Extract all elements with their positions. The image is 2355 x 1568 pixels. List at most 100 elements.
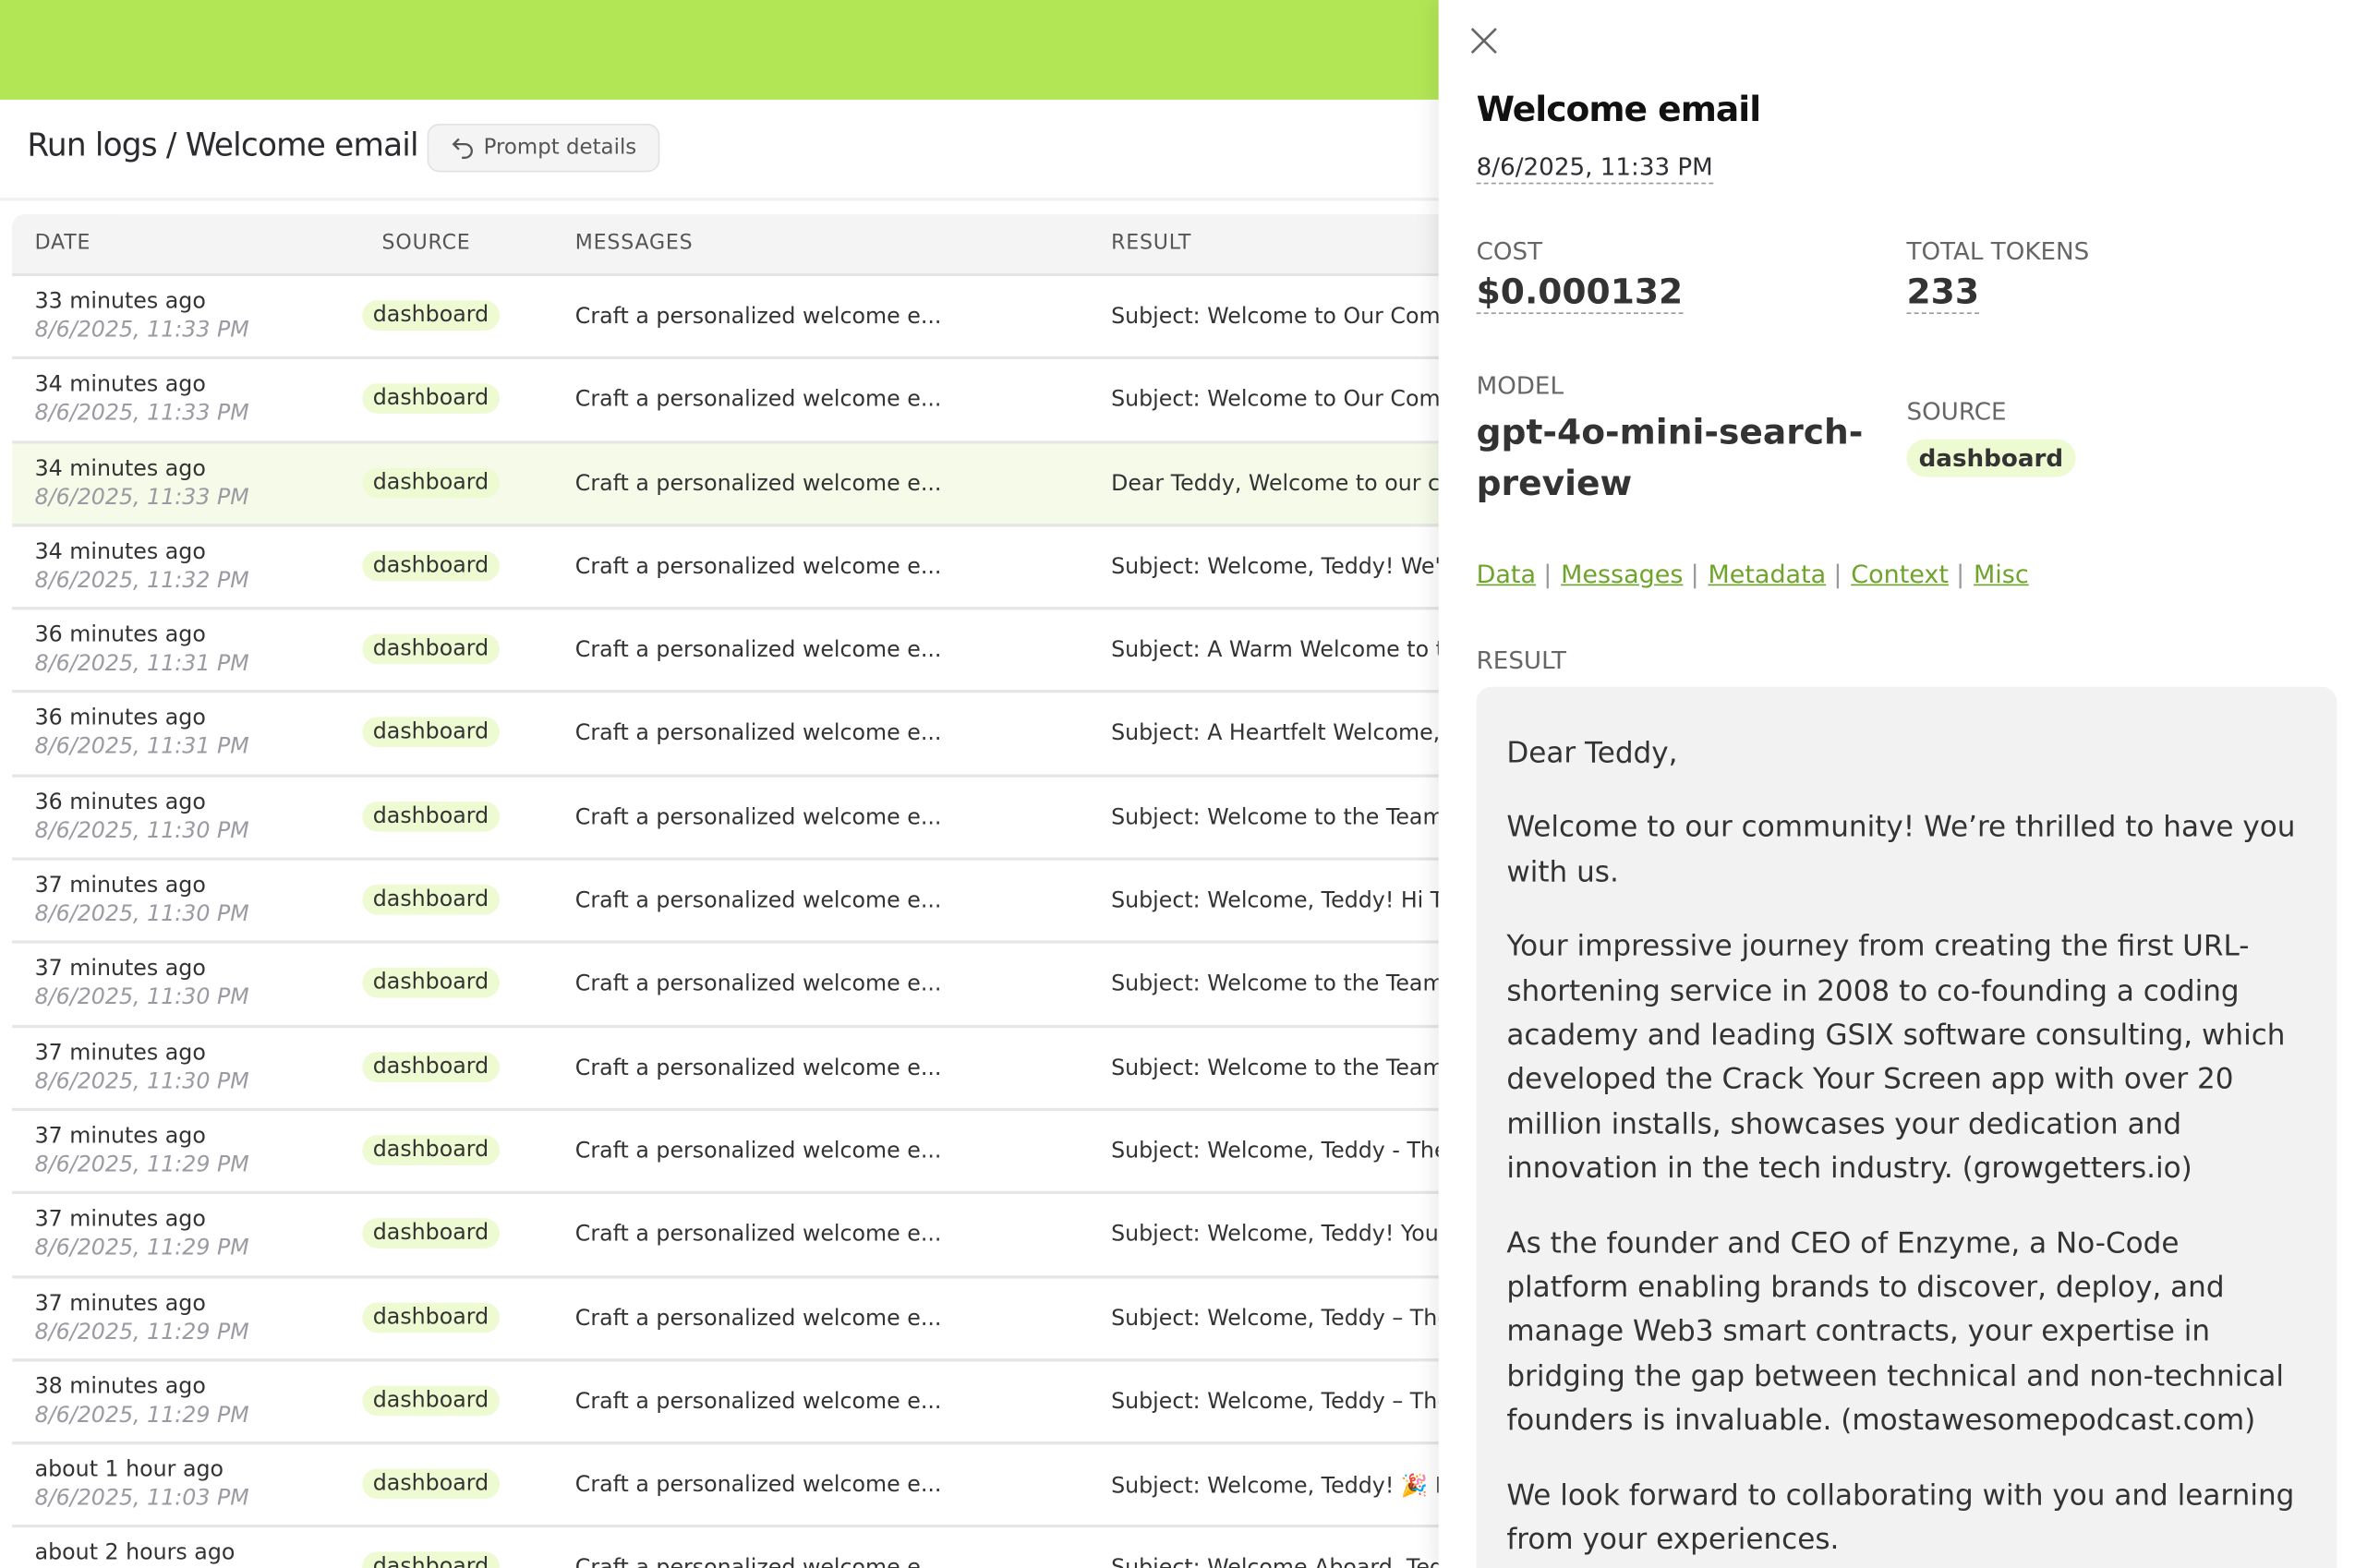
timestamp: 8/6/2025, 11:29 PM	[34, 1152, 249, 1177]
detail-tabs: Data | Messages | Metadata | Context | Misc	[1477, 560, 2029, 588]
timestamp: 8/6/2025, 11:33 PM	[34, 485, 249, 510]
message-preview: Craft a personalized welcome e...	[574, 1055, 942, 1080]
result-preview: Subject: A Heartfelt Welcome, ...	[1111, 722, 1439, 747]
result-label: RESULT	[1476, 645, 1567, 675]
message-preview: Craft a personalized welcome e...	[574, 722, 942, 747]
source-badge: dashboard	[362, 885, 500, 915]
result-paragraph: As the founder and CEO of Enzyme, a No-C…	[1506, 1226, 2285, 1438]
message-preview: Craft a personalized welcome e...	[574, 305, 942, 330]
table-row[interactable]: 37 minutes ago 8/6/2025, 11:30 PM dashbo…	[12, 861, 1439, 945]
divider: |	[1833, 560, 1842, 589]
table-row[interactable]: 36 minutes ago 8/6/2025, 11:31 PM dashbo…	[12, 694, 1439, 778]
result-paragraph: Welcome to our community! We’re thrilled…	[1506, 811, 2296, 889]
result-preview: Dear Teddy, Welcome to our co...	[1111, 471, 1439, 497]
table-row[interactable]: 38 minutes ago 8/6/2025, 11:29 PM dashbo…	[12, 1361, 1439, 1445]
table-row[interactable]: 36 minutes ago 8/6/2025, 11:31 PM dashbo…	[12, 610, 1439, 694]
result-preview: Subject: Welcome, Teddy! We're...	[1111, 555, 1439, 580]
source-badge: dashboard	[362, 1552, 500, 1568]
result-paragraph: Dear Teddy,	[1506, 736, 1678, 770]
table-row[interactable]: about 1 hour ago 8/6/2025, 11:03 PM dash…	[12, 1445, 1439, 1528]
timestamp: 8/6/2025, 11:30 PM	[34, 1069, 249, 1094]
source-badge: dashboard	[362, 1135, 500, 1165]
result-preview: Subject: Welcome, Teddy – The ...	[1111, 1390, 1439, 1415]
timestamp: 8/6/2025, 11:29 PM	[34, 1320, 249, 1345]
message-preview: Craft a personalized welcome e...	[574, 1390, 942, 1415]
table-row[interactable]: about 2 hours ago dashboard Craft a pers…	[12, 1528, 1439, 1568]
relative-time: 38 minutes ago	[34, 1374, 206, 1400]
result-preview: Subject: Welcome Aboard, Tedd	[1111, 1557, 1439, 1568]
source-badge: dashboard	[1906, 439, 2076, 477]
relative-time: 36 minutes ago	[34, 790, 206, 815]
message-preview: Craft a personalized welcome e...	[574, 888, 942, 914]
relative-time: 33 minutes ago	[34, 289, 206, 314]
message-preview: Craft a personalized welcome e...	[574, 471, 942, 497]
timestamp: 8/6/2025, 11:33 PM	[34, 402, 249, 427]
table-row[interactable]: 34 minutes ago 8/6/2025, 11:33 PM dashbo…	[12, 442, 1439, 527]
relative-time: 36 minutes ago	[34, 706, 206, 731]
relative-time: 37 minutes ago	[34, 1208, 206, 1233]
tokens-label: TOTAL TOKENS	[1906, 236, 2090, 266]
source-badge: dashboard	[362, 300, 500, 331]
message-preview: Craft a personalized welcome e...	[575, 1557, 942, 1568]
message-preview: Craft a personalized welcome e...	[574, 555, 942, 580]
table-row[interactable]: 37 minutes ago 8/6/2025, 11:29 PM dashbo…	[12, 1194, 1439, 1278]
table-header: DATE SOURCE MESSAGES RESULT	[12, 214, 1439, 277]
relative-time: 37 minutes ago	[34, 1041, 206, 1066]
column-source[interactable]: SOURCE	[381, 231, 471, 256]
result-preview: Subject: Welcome to the Team, ...	[1111, 972, 1439, 997]
result-preview: Subject: Welcome to Our Comm	[1111, 305, 1439, 330]
tab-misc[interactable]: Misc	[1974, 560, 2029, 589]
top-banner	[0, 0, 1439, 100]
source-badge: dashboard	[362, 801, 500, 832]
result-preview: Subject: Welcome, Teddy - The ...	[1111, 1140, 1439, 1164]
table-row[interactable]: 36 minutes ago 8/6/2025, 11:30 PM dashbo…	[12, 777, 1439, 861]
table-row[interactable]: 34 minutes ago 8/6/2025, 11:32 PM dashbo…	[12, 526, 1439, 610]
prompt-details-button[interactable]: Prompt details	[427, 124, 660, 173]
relative-time: 36 minutes ago	[34, 623, 206, 648]
cost-label: COST	[1476, 236, 1543, 266]
page-header: Run logs / Welcome email Prompt details	[0, 100, 1439, 201]
result-preview: Subject: Welcome to Our Comm	[1111, 388, 1439, 413]
relative-time: about 2 hours ago	[34, 1541, 236, 1566]
table-row[interactable]: 33 minutes ago 8/6/2025, 11:33 PM dashbo…	[12, 276, 1439, 360]
run-detail-panel: Welcome email 8/6/2025, 11:33 PM COST $0…	[1438, 0, 2355, 1568]
table-row[interactable]: 37 minutes ago 8/6/2025, 11:30 PM dashbo…	[12, 944, 1439, 1028]
table-row[interactable]: 37 minutes ago 8/6/2025, 11:30 PM dashbo…	[12, 1028, 1439, 1112]
breadcrumb: Run logs / Welcome email	[27, 127, 418, 163]
message-preview: Craft a personalized welcome e...	[574, 805, 942, 830]
message-preview: Craft a personalized welcome e...	[574, 1306, 942, 1332]
tab-metadata[interactable]: Metadata	[1708, 560, 1827, 589]
source-badge: dashboard	[362, 968, 500, 999]
model-label: MODEL	[1476, 371, 1564, 401]
relative-time: 34 minutes ago	[34, 373, 206, 398]
divider: |	[1543, 560, 1552, 589]
table-row[interactable]: 37 minutes ago 8/6/2025, 11:29 PM dashbo…	[12, 1111, 1439, 1195]
divider: |	[1956, 560, 1965, 589]
column-date[interactable]: DATE	[34, 231, 91, 256]
relative-time: about 1 hour ago	[34, 1458, 224, 1483]
tokens-value: 233	[1906, 272, 1979, 314]
source-badge: dashboard	[362, 467, 500, 498]
close-icon[interactable]	[1468, 26, 1499, 56]
column-messages[interactable]: MESSAGES	[574, 231, 694, 256]
table-row[interactable]: 37 minutes ago 8/6/2025, 11:29 PM dashbo…	[12, 1278, 1439, 1362]
timestamp: 8/6/2025, 11:03 PM	[34, 1487, 249, 1512]
back-arrow-icon	[453, 138, 474, 159]
table-row[interactable]: 34 minutes ago 8/6/2025, 11:33 PM dashbo…	[12, 360, 1439, 443]
column-result[interactable]: RESULT	[1111, 231, 1192, 256]
result-preview: Subject: A Warm Welcome to th	[1111, 638, 1439, 663]
tab-data[interactable]: Data	[1476, 560, 1537, 589]
result-preview: Subject: Welcome, Teddy! 🎉 Hi...	[1111, 1475, 1439, 1500]
source-badge: dashboard	[362, 1468, 500, 1500]
message-preview: Craft a personalized welcome e...	[574, 388, 942, 413]
message-preview: Craft a personalized welcome e...	[574, 1223, 942, 1248]
source-badge: dashboard	[362, 633, 500, 665]
tab-messages[interactable]: Messages	[1561, 560, 1684, 589]
tab-context[interactable]: Context	[1851, 560, 1949, 589]
source-badge: dashboard	[362, 550, 500, 582]
result-preview: Subject: Welcome, Teddy! You'r...	[1111, 1223, 1439, 1248]
timestamp: 8/6/2025, 11:30 PM	[34, 819, 249, 844]
source-badge: dashboard	[362, 1301, 500, 1333]
source-badge: dashboard	[362, 1218, 500, 1249]
timestamp: 8/6/2025, 11:29 PM	[34, 1403, 249, 1429]
